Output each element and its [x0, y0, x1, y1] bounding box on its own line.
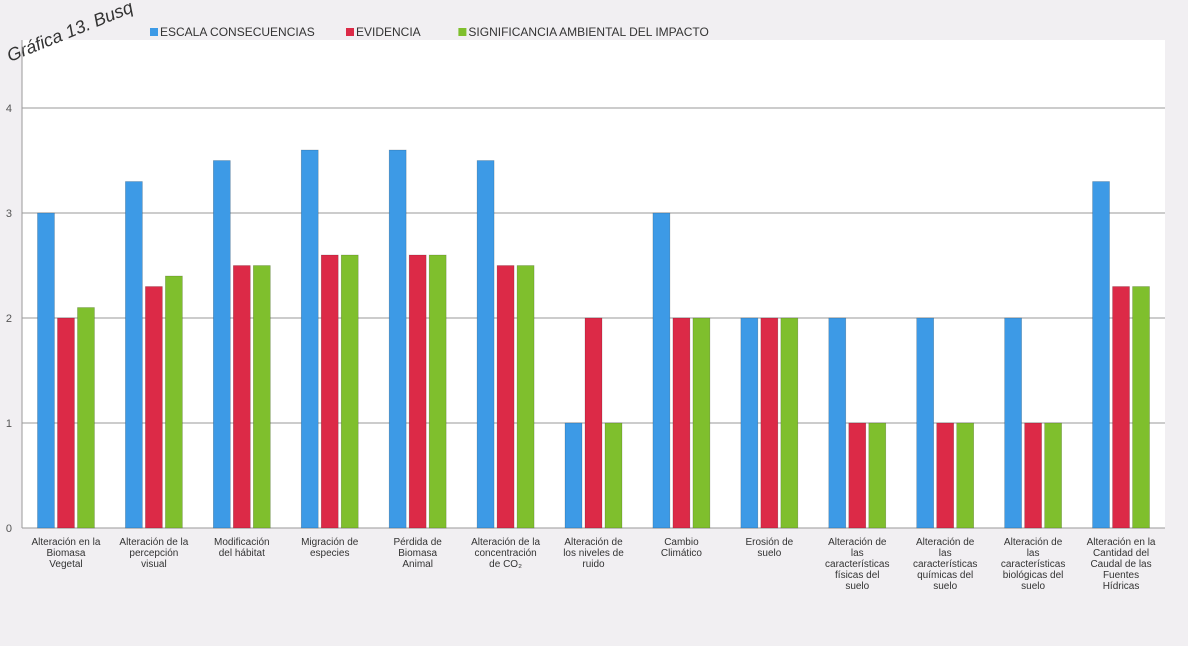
x-category-label-11: Alteración de las características químicas … — [913, 537, 977, 592]
bar-1-7 — [564, 422, 583, 529]
bar-1-12 — [1004, 317, 1022, 529]
x-category-label-1: Alteración en la Biomasa Vegetal — [31, 537, 100, 570]
bar-2-2 — [145, 286, 163, 529]
bar-1-10 — [828, 317, 847, 529]
x-category-label-3: Modificación del hábitat — [214, 537, 270, 559]
bar-3-9 — [780, 317, 799, 529]
x-category-label-2: Alteración de la percepción visual — [119, 537, 188, 570]
bar-1-4 — [300, 149, 319, 529]
x-category-label-7: Alteración de los niveles de ruido — [563, 537, 624, 570]
bar-3-7 — [604, 422, 623, 529]
legend-label-3: SIGNIFICANCIA AMBIENTAL DEL IMPACTO — [468, 25, 709, 39]
bar-1-1 — [37, 212, 55, 529]
bar-1-3 — [213, 160, 231, 529]
legend-label-1: ESCALA CONSECUENCIAS — [160, 25, 315, 39]
x-category-label-5: Pérdida de Biomasa Animal — [393, 537, 442, 570]
bar-3-10 — [868, 422, 887, 529]
bar-2-6 — [496, 265, 515, 529]
bar-3-11 — [956, 422, 974, 529]
bar-3-8 — [692, 317, 711, 529]
bar-2-12 — [1024, 422, 1042, 529]
bar-2-4 — [320, 254, 339, 529]
bar-3-12 — [1044, 422, 1062, 529]
legend-swatch-2 — [346, 28, 354, 36]
bar-2-1 — [57, 317, 75, 529]
bar-1-9 — [740, 317, 759, 529]
bar-2-10 — [848, 422, 867, 529]
legend-swatch-1 — [150, 28, 158, 36]
bar-1-2 — [125, 181, 143, 529]
bar-2-3 — [233, 265, 251, 529]
x-category-label-10: Alteración de las características físicas d… — [825, 537, 889, 592]
bar-3-3 — [253, 265, 271, 529]
legend-label-2: EVIDENCIA — [356, 25, 421, 39]
y-tick-label-4: 4 — [6, 103, 12, 115]
bar-2-8 — [672, 317, 691, 529]
bar-1-5 — [388, 149, 407, 529]
x-category-label-8: Cambio Climático — [661, 537, 703, 559]
bar-3-13 — [1132, 286, 1150, 529]
x-category-label-13: Alteración en la Cantidad del Caudal de la… — [1087, 537, 1156, 592]
bar-3-4 — [340, 254, 359, 529]
x-category-label-9: Erosión de suelo — [745, 537, 793, 559]
y-tick-label-1: 1 — [6, 418, 12, 430]
x-category-label-12: Alteración de las características biológica… — [1001, 537, 1065, 592]
y-tick-label-0: 0 — [6, 523, 12, 535]
legend-swatch-3 — [458, 28, 467, 36]
bar-1-8 — [652, 212, 671, 529]
x-category-label-6: Alteración de la concentración de CO₂ — [471, 537, 540, 570]
y-tick-label-3: 3 — [6, 208, 12, 220]
bar-2-11 — [936, 422, 954, 529]
bar-2-7 — [584, 317, 603, 529]
bar-1-6 — [476, 160, 495, 529]
bar-3-2 — [165, 275, 183, 529]
bar-1-13 — [1092, 181, 1110, 529]
y-tick-label-2: 2 — [6, 313, 12, 325]
bar-1-11 — [916, 317, 934, 529]
bar-2-5 — [408, 254, 427, 529]
bar-2-9 — [760, 317, 779, 529]
bar-3-1 — [77, 307, 95, 529]
bar-2-13 — [1112, 286, 1130, 529]
bar-3-6 — [516, 265, 535, 529]
bar-3-5 — [428, 254, 447, 529]
x-category-label-4: Migración de especies — [301, 537, 359, 559]
